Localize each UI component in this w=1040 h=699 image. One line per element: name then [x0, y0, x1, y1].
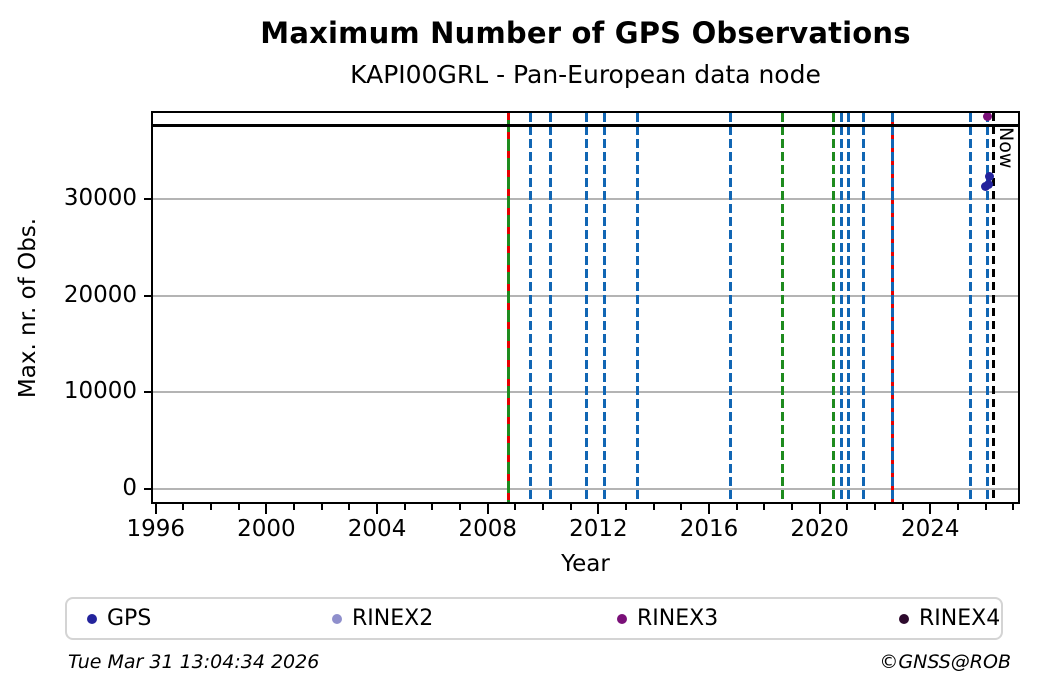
y-tick-mark [144, 487, 152, 490]
x-major-tick [265, 504, 268, 514]
rinex3-data-point [982, 113, 992, 122]
event-line [584, 113, 588, 502]
now-label: Now [995, 127, 1018, 169]
x-tick-label: 2008 [458, 516, 517, 542]
x-minor-tick [293, 504, 296, 510]
x-major-tick [154, 504, 157, 514]
x-major-tick [929, 504, 932, 514]
legend-item-rinex4: RINEX4 [899, 599, 1000, 638]
rinex2-legend-dot [332, 613, 342, 624]
x-minor-tick [569, 504, 572, 510]
x-tick-label: 2016 [679, 516, 739, 542]
event-line [847, 113, 851, 502]
legend-item-rinex2: RINEX2 [332, 599, 433, 638]
gps-data-point [984, 171, 994, 181]
event-line-overlay [506, 113, 510, 502]
y-tick-label: 0 [122, 474, 137, 501]
x-minor-tick [790, 504, 793, 510]
x-minor-tick [431, 504, 434, 510]
event-line [986, 113, 990, 502]
event-line [968, 113, 972, 502]
x-major-tick [597, 504, 600, 514]
x-minor-tick [237, 504, 240, 510]
event-line [529, 113, 533, 502]
x-tick-label: 2000 [237, 516, 296, 542]
copyright: ©GNSS@ROB [879, 651, 1011, 673]
x-minor-tick [956, 504, 959, 510]
event-line [839, 113, 843, 502]
x-major-tick [486, 504, 489, 514]
x-minor-tick [652, 504, 655, 510]
x-minor-tick [1012, 504, 1015, 510]
y-tick-label: 30000 [63, 184, 137, 211]
event-line-overlay [891, 113, 895, 502]
x-minor-tick [210, 504, 213, 510]
x-axis-label: Year [561, 551, 610, 577]
gps-data-point [983, 179, 993, 189]
y-tick-label: 10000 [63, 378, 137, 405]
y-axis-label: Max. nr. of Obs. [15, 217, 41, 399]
legend-item-rinex3: RINEX3 [617, 599, 718, 638]
x-minor-tick [625, 504, 628, 510]
x-minor-tick [182, 504, 185, 510]
event-line [780, 113, 784, 502]
rinex3-legend-dot [617, 613, 627, 624]
chart-title: Maximum Number of GPS Observations [260, 16, 911, 50]
x-minor-tick [873, 504, 876, 510]
x-tick-label: 2024 [901, 516, 960, 542]
event-line [636, 113, 640, 502]
event-line [831, 113, 835, 502]
y-tick-mark [144, 294, 152, 297]
x-major-tick [708, 504, 710, 514]
x-minor-tick [680, 504, 683, 510]
x-minor-tick [542, 504, 545, 510]
legend-label-rinex4: RINEX4 [919, 606, 1001, 631]
x-minor-tick [320, 504, 323, 510]
legend: GPS RINEX2 RINEX3 RINEX4 [65, 597, 1003, 640]
x-tick-label: 1996 [126, 516, 186, 542]
event-line [862, 113, 866, 502]
x-minor-tick [763, 504, 766, 510]
x-minor-tick [459, 504, 462, 510]
chart-subtitle: KAPI00GRL - Pan-European data node [350, 60, 821, 89]
event-line [549, 113, 552, 502]
max-obs-reference-line [153, 124, 1018, 128]
timestamp: Tue Mar 31 13:04:34 2026 [68, 651, 320, 673]
x-minor-tick [901, 504, 904, 510]
y-tick-mark [144, 391, 152, 394]
x-tick-label: 2020 [790, 516, 849, 542]
x-minor-tick [514, 504, 517, 510]
x-minor-tick [846, 504, 849, 510]
x-tick-label: 2004 [347, 516, 407, 542]
plot-area: Now [153, 113, 1018, 502]
legend-label-rinex2: RINEX2 [352, 606, 434, 631]
legend-label-gps: GPS [107, 606, 152, 631]
event-line [728, 113, 732, 502]
y-tick-label: 20000 [63, 281, 137, 308]
now-line [991, 113, 995, 502]
y-tick-mark [144, 198, 152, 200]
x-minor-tick [348, 504, 351, 510]
x-tick-label: 2012 [569, 516, 628, 542]
event-line [603, 113, 607, 502]
x-minor-tick [735, 504, 738, 510]
legend-item-gps: GPS [87, 599, 151, 638]
rinex4-legend-dot [899, 613, 909, 624]
x-minor-tick [984, 504, 987, 510]
x-major-tick [376, 504, 379, 514]
x-major-tick [818, 504, 821, 514]
legend-label-rinex3: RINEX3 [637, 606, 719, 631]
gps-legend-dot [87, 613, 97, 624]
x-minor-tick [403, 504, 406, 510]
